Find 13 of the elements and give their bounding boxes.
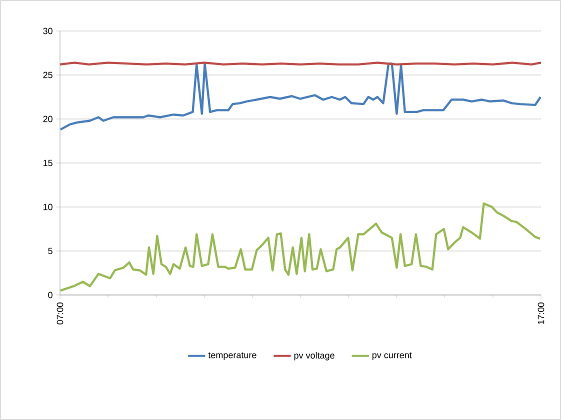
y-tick-label: 0 <box>48 292 52 298</box>
x-tick-label: 07:00 <box>56 302 64 324</box>
y-tick-label: 15 <box>43 160 52 166</box>
legend-label: pv voltage <box>294 352 334 360</box>
y-tick-label: 20 <box>43 116 52 122</box>
y-tick-label: 30 <box>43 28 52 34</box>
y-tick-label: 25 <box>43 72 52 78</box>
x-tick-label: 17:00 <box>538 302 544 324</box>
legend-label: temperature <box>208 352 256 360</box>
y-tick-label: 5 <box>48 248 52 254</box>
y-tick-label: 10 <box>43 204 52 210</box>
legend-label: pv current <box>372 352 412 360</box>
line-series <box>60 202 542 292</box>
